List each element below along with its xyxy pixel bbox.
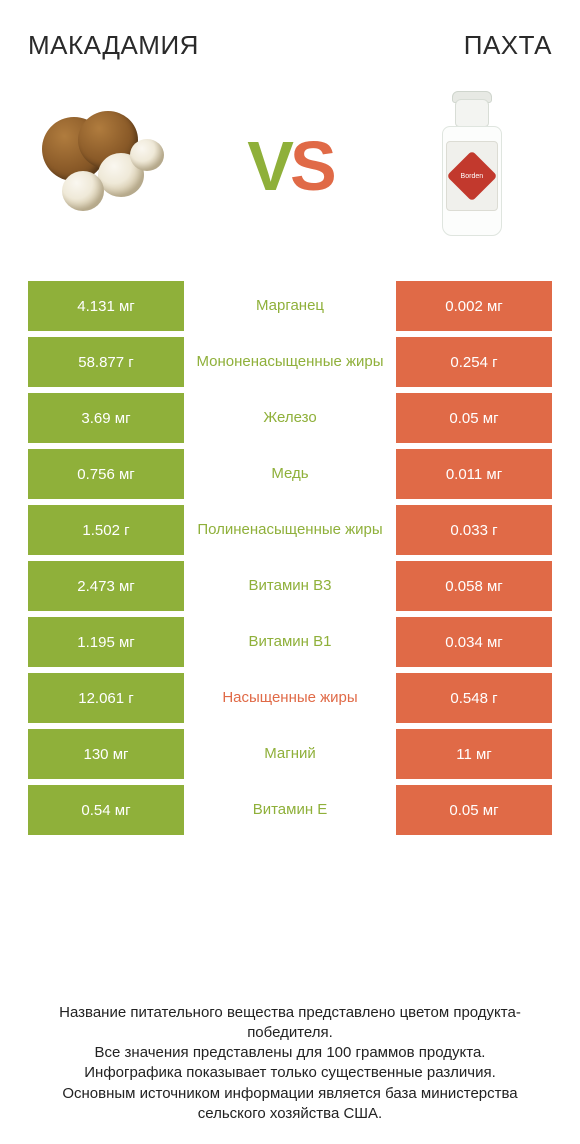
right-value: 0.548 г: [396, 673, 552, 723]
left-value: 12.061 г: [28, 673, 184, 723]
right-value: 11 мг: [396, 729, 552, 779]
table-row: 1.195 мгВитамин B10.034 мг: [28, 617, 552, 667]
footnote-line: Инфографика показывает только существенн…: [28, 1063, 552, 1083]
comparison-table: 4.131 мгМарганец0.002 мг 58.877 гМононена…: [28, 281, 552, 841]
nutrient-name: Мононенасыщенные жиры: [184, 337, 396, 387]
nutrient-name: Витамин E: [184, 785, 396, 835]
left-value: 0.54 мг: [28, 785, 184, 835]
right-value: 0.011 мг: [396, 449, 552, 499]
left-value: 4.131 мг: [28, 281, 184, 331]
nutrient-name: Насыщенные жиры: [184, 673, 396, 723]
right-value: 0.05 мг: [396, 785, 552, 835]
left-product-image: [28, 91, 188, 241]
table-row: 130 мгМагний11 мг: [28, 729, 552, 779]
table-row: 12.061 гНасыщенные жиры0.548 г: [28, 673, 552, 723]
left-value: 0.756 мг: [28, 449, 184, 499]
nutrient-name: Железо: [184, 393, 396, 443]
left-value: 2.473 мг: [28, 561, 184, 611]
right-value: 0.034 мг: [396, 617, 552, 667]
left-value: 58.877 г: [28, 337, 184, 387]
table-row: 58.877 гМононенасыщенные жиры0.254 г: [28, 337, 552, 387]
left-value: 1.195 мг: [28, 617, 184, 667]
table-row: 1.502 гПолиненасыщенные жиры0.033 г: [28, 505, 552, 555]
footnote-line: Основным источником информации является …: [28, 1084, 552, 1125]
nutrient-name: Витамин B3: [184, 561, 396, 611]
nutrient-name: Медь: [184, 449, 396, 499]
left-product-title: МАКАДАМИЯ: [28, 30, 199, 61]
table-row: 3.69 мгЖелезо0.05 мг: [28, 393, 552, 443]
right-value: 0.058 мг: [396, 561, 552, 611]
right-product-title: ПАХТА: [464, 30, 552, 61]
table-row: 0.756 мгМедь0.011 мг: [28, 449, 552, 499]
bottle-brand: Borden: [461, 172, 484, 179]
right-product-image: Borden: [392, 91, 552, 241]
photo-row: VS Borden: [28, 91, 552, 241]
footnote: Название питательного вещества представл…: [28, 953, 552, 1125]
nutrient-name: Марганец: [184, 281, 396, 331]
nutrient-name: Полиненасыщенные жиры: [184, 505, 396, 555]
right-value: 0.002 мг: [396, 281, 552, 331]
right-value: 0.05 мг: [396, 393, 552, 443]
left-value: 130 мг: [28, 729, 184, 779]
buttermilk-illustration: Borden: [432, 91, 512, 241]
left-value: 3.69 мг: [28, 393, 184, 443]
nutrient-name: Магний: [184, 729, 396, 779]
header: МАКАДАМИЯ ПАХТА: [28, 30, 552, 61]
left-value: 1.502 г: [28, 505, 184, 555]
footnote-line: Название питательного вещества представл…: [28, 1003, 552, 1044]
table-row: 2.473 мгВитамин B30.058 мг: [28, 561, 552, 611]
macadamia-illustration: [38, 111, 178, 221]
vs-s: S: [290, 127, 333, 205]
nutrient-name: Витамин B1: [184, 617, 396, 667]
right-value: 0.254 г: [396, 337, 552, 387]
right-value: 0.033 г: [396, 505, 552, 555]
footnote-line: Все значения представлены для 100 граммо…: [28, 1043, 552, 1063]
table-row: 0.54 мгВитамин E0.05 мг: [28, 785, 552, 835]
vs-v: V: [247, 127, 290, 205]
table-row: 4.131 мгМарганец0.002 мг: [28, 281, 552, 331]
vs-label: VS: [247, 126, 332, 206]
